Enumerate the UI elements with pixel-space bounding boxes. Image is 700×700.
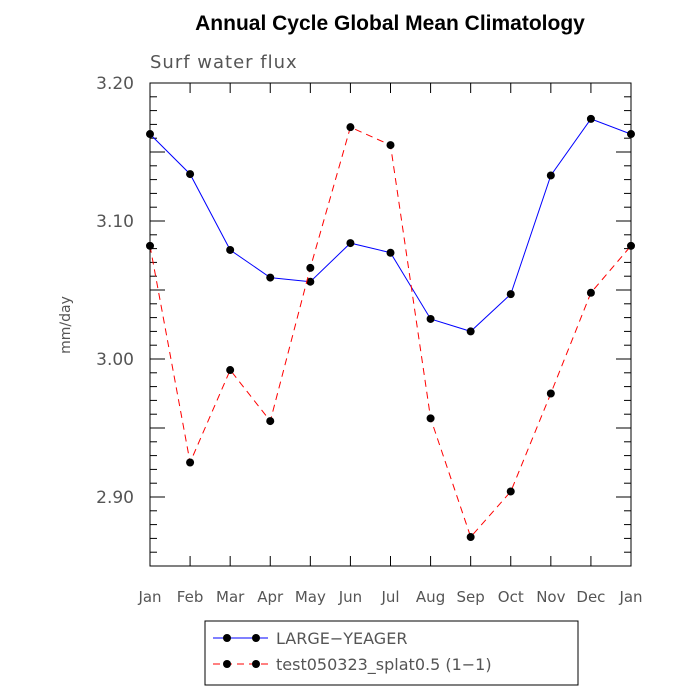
series-1-point [226, 245, 235, 254]
series-2-point [306, 263, 315, 272]
series-layer [146, 114, 635, 542]
series-1-point [506, 290, 515, 299]
x-axis: Jan Feb Mar Apr May Jun Jul Aug Sep Oct Nov Dec Jan [137, 83, 643, 606]
series-1-point [627, 130, 635, 139]
series-line-2 [149, 126, 632, 538]
legend-box [204, 620, 579, 686]
x-tick-label: Jan [618, 588, 642, 606]
legend-marker-2b [252, 660, 260, 668]
legend: LARGE−YEAGER test050323_splat0.5 (1−1) [204, 620, 579, 686]
series-2-point [627, 241, 635, 250]
series-2-point [466, 533, 475, 542]
series-2-point [346, 123, 355, 132]
x-tick-label: Mar [216, 588, 245, 606]
series-2-point [386, 141, 395, 150]
y-tick-label: 2.90 [96, 488, 134, 508]
series-1-point [346, 239, 355, 248]
series-2-point [266, 417, 275, 426]
legend-label-2: test050323_splat0.5 (1−1) [276, 655, 492, 675]
y-tick-label: 3.20 [96, 74, 134, 94]
x-tick-label: Nov [536, 588, 565, 606]
x-tick-label: May [295, 588, 326, 606]
y-tick-label: 3.10 [96, 212, 134, 232]
series-2-point [186, 458, 195, 467]
x-tick-label: Jun [338, 588, 362, 606]
legend-label-1: LARGE−YEAGER [276, 629, 407, 648]
x-tick-label: Feb [177, 588, 204, 606]
series-1-point [186, 170, 195, 179]
x-tick-label: Aug [416, 588, 445, 606]
series-1-point [306, 277, 315, 286]
legend-marker-1b [252, 634, 260, 642]
chart-subtitle: Surf water flux [150, 52, 298, 73]
x-tick-label: Apr [257, 588, 284, 606]
y-axis: 3.20 3.10 3.00 2.90 [96, 74, 631, 567]
y-axis-label: mm/day [58, 296, 74, 354]
series-2-point [586, 288, 595, 297]
series-2-point [546, 389, 555, 398]
y-tick-label: 3.00 [96, 350, 134, 370]
x-tick-label: Jul [380, 588, 399, 606]
series-line-1 [149, 118, 632, 332]
series-1-point [266, 273, 275, 282]
series-2-point [426, 414, 435, 423]
x-tick-label: Oct [498, 588, 524, 606]
series-1-point [586, 114, 595, 123]
series-1-point [546, 171, 555, 180]
plot-frame [149, 82, 632, 567]
series-2-point [506, 487, 515, 496]
x-tick-label: Dec [576, 588, 605, 606]
legend-marker-2 [223, 660, 231, 668]
chart-title: Annual Cycle Global Mean Climatology [195, 12, 585, 35]
series-1-point [466, 327, 475, 336]
legend-marker-1 [223, 634, 231, 642]
series-1-point [426, 314, 435, 323]
x-tick-label: Sep [457, 588, 485, 606]
series-1-point [386, 248, 395, 257]
series-2-point [226, 366, 235, 375]
x-tick-label: Jan [137, 588, 161, 606]
series-2-point [146, 241, 154, 250]
series-1-point [146, 130, 154, 139]
